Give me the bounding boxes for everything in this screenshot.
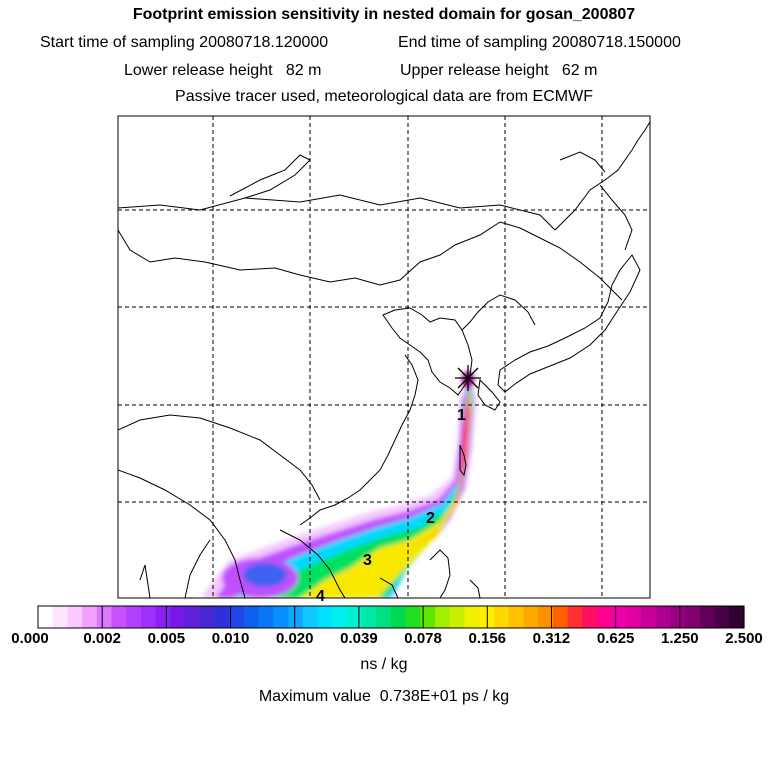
colorbar-swatch: [361, 606, 377, 628]
colorbar-tick-label: 2.500: [725, 630, 763, 647]
release-site-marker: [455, 365, 481, 391]
colorbar-tick-label: 0.002: [83, 630, 121, 647]
colorbar-swatch: [273, 606, 289, 628]
colorbar-swatch: [405, 606, 422, 628]
colorbar-swatch: [552, 606, 569, 628]
colorbar-swatch: [641, 606, 657, 628]
colorbar-swatch: [82, 606, 98, 628]
colorbar-swatch: [170, 606, 186, 628]
colorbar-swatch: [655, 606, 672, 628]
colorbar-swatch: [96, 606, 113, 628]
colorbar-swatch: [508, 606, 524, 628]
colorbar-swatch: [435, 606, 451, 628]
colorbar-tick-label: 0.000: [11, 630, 49, 647]
end-time-label: End time of sampling 20080718.150000: [398, 34, 681, 51]
colorbar-tick-label: 0.020: [275, 630, 314, 647]
colorbar-swatch: [111, 606, 127, 628]
colorbar-tick-label: 0.156: [468, 630, 507, 647]
trajectory-label-4: 4: [316, 588, 325, 605]
colorbar-swatch: [214, 606, 230, 628]
colorbar-swatch: [611, 606, 627, 628]
trajectory-label-3: 3: [363, 552, 372, 569]
colorbar-swatch: [567, 606, 583, 628]
colorbar-tick-label: 0.078: [404, 630, 442, 647]
colorbar-tick-label: 0.312: [532, 630, 571, 647]
colorbar-tick-label: 0.010: [211, 630, 250, 647]
colorbar-swatch: [376, 606, 392, 628]
maximum-value-label: Maximum value 0.738E+01 ps / kg: [258, 688, 510, 705]
colorbar-swatch: [582, 606, 598, 628]
colorbar-swatch: [140, 606, 157, 628]
colorbar-swatch: [346, 606, 363, 628]
colorbar-swatch: [126, 606, 142, 628]
colorbar-swatch: [420, 606, 436, 628]
colorbar-swatch: [714, 606, 730, 628]
colorbar-swatch: [317, 606, 333, 628]
colorbar-frame: [37, 605, 745, 629]
coastlines: [118, 121, 650, 598]
trajectory-label-1: 1: [457, 407, 466, 424]
lat-lon-grid: [118, 116, 650, 598]
footprint-plume: [200, 371, 476, 598]
colorbar-swatch: [243, 606, 260, 628]
colorbar-swatch: [38, 606, 54, 628]
trajectory-label-2: 2: [426, 510, 435, 527]
colorbar-swatch: [449, 606, 466, 628]
colorbar-tick-label: 0.625: [596, 630, 635, 647]
colorbar-swatch: [185, 606, 201, 628]
colorbar-swatch: [258, 606, 274, 628]
map-frame: [117, 115, 651, 599]
colorbar-tick-label: 1.250: [661, 630, 699, 647]
colorbar-swatch: [302, 606, 319, 628]
colorbar-swatch: [67, 606, 83, 628]
colorbar-swatch: [538, 606, 554, 628]
colorbar-swatch: [729, 606, 745, 628]
colorbar-tick-label: 0.039: [340, 630, 378, 647]
colorbar-swatch: [52, 606, 69, 628]
colorbar-swatch: [332, 606, 348, 628]
colorbar-swatch: [288, 606, 304, 628]
colorbar-swatch: [229, 606, 245, 628]
colorbar-swatch: [493, 606, 510, 628]
lower-height-label: Lower release height 82 m: [124, 62, 322, 79]
colorbar: [37, 606, 745, 628]
colorbar-swatch: [685, 606, 701, 628]
colorbar-swatch: [199, 606, 216, 628]
colorbar-swatch: [699, 606, 716, 628]
colorbar-swatch: [464, 606, 480, 628]
map-title: Footprint emission sensitivity in nested…: [132, 6, 636, 23]
colorbar-swatch: [391, 606, 407, 628]
colorbar-swatch: [155, 606, 171, 628]
colorbar-unit: ns / kg: [360, 656, 408, 673]
upper-height-label: Upper release height 62 m: [400, 62, 598, 79]
tracer-info: Passive tracer used, meteorological data…: [175, 88, 593, 105]
colorbar-swatch: [596, 606, 613, 628]
start-time-label: Start time of sampling 20080718.120000: [40, 34, 329, 51]
colorbar-swatch: [626, 606, 642, 628]
colorbar-tick-label: 0.005: [147, 630, 186, 647]
colorbar-swatch: [670, 606, 686, 628]
colorbar-swatch: [523, 606, 539, 628]
